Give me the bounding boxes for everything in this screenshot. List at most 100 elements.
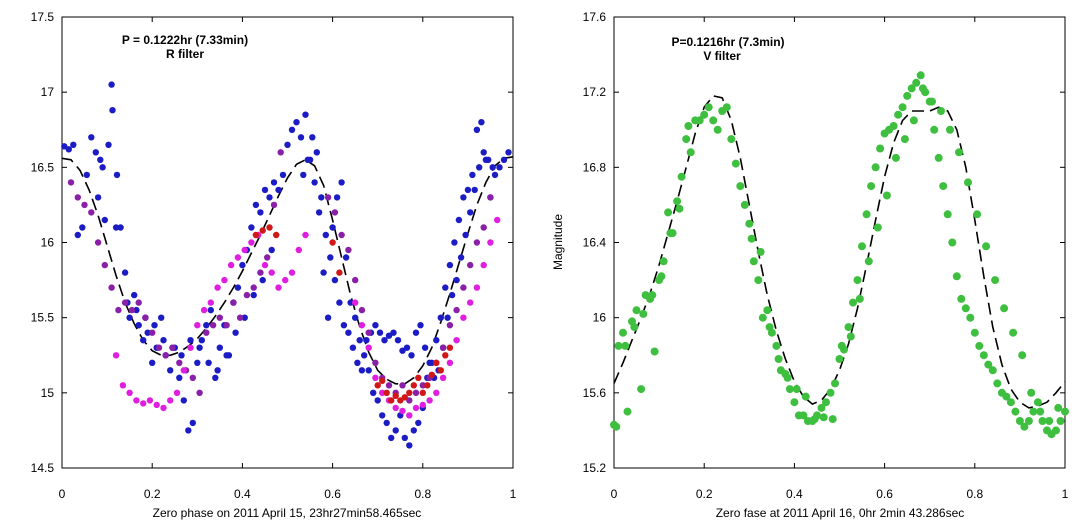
- data-point-green: [704, 103, 713, 112]
- data-point-blue: [417, 322, 424, 329]
- data-point-purple: [487, 194, 494, 201]
- data-point-purple: [223, 322, 230, 329]
- data-point-magenta: [426, 397, 433, 404]
- data-point-red: [428, 371, 435, 378]
- data-point-green: [871, 163, 880, 172]
- data-point-green: [1054, 403, 1063, 412]
- data-point-blue: [300, 171, 307, 179]
- data-point-green: [754, 276, 763, 285]
- data-point-blue: [471, 186, 478, 194]
- data-point-green: [1027, 388, 1036, 397]
- data-point-blue: [390, 329, 397, 336]
- data-point-green: [849, 298, 857, 307]
- data-point-green: [826, 388, 835, 397]
- data-point-green: [882, 191, 891, 200]
- data-point-green: [970, 328, 979, 337]
- data-point-blue: [304, 156, 311, 163]
- data-point-blue: [196, 344, 203, 351]
- data-point-blue: [108, 81, 115, 88]
- data-point-blue: [158, 314, 165, 321]
- data-point-green: [873, 223, 882, 232]
- data-point-blue: [478, 119, 485, 126]
- data-point-blue: [248, 224, 255, 231]
- data-point-blue: [88, 134, 95, 141]
- data-point-red: [419, 389, 426, 396]
- x-tick-label: 1: [1062, 487, 1069, 501]
- data-point-red: [388, 397, 395, 404]
- data-point-blue: [376, 329, 384, 336]
- data-point-blue: [241, 314, 248, 321]
- data-point-blue: [446, 261, 454, 269]
- data-point-magenta: [282, 276, 289, 284]
- data-point-magenta: [275, 284, 282, 291]
- data-point-blue: [491, 171, 499, 179]
- data-point-purple: [358, 306, 366, 314]
- data-point-green: [828, 415, 837, 424]
- data-point-blue: [379, 412, 386, 419]
- data-point-green: [700, 110, 709, 119]
- data-point-green: [955, 148, 963, 157]
- x-tick-label: 0.4: [786, 487, 803, 501]
- data-point-blue: [189, 419, 196, 427]
- data-point-blue: [374, 397, 381, 404]
- data-point-purple: [155, 344, 163, 351]
- data-point-green: [988, 366, 997, 375]
- x-tick-label: 1: [510, 487, 517, 501]
- data-point-magenta: [207, 299, 214, 306]
- data-point-blue: [345, 329, 352, 336]
- data-point-purple: [345, 246, 352, 254]
- data-point-green: [713, 125, 722, 134]
- data-point-magenta: [146, 397, 154, 404]
- data-point-magenta: [419, 401, 426, 409]
- data-point-magenta: [167, 397, 174, 404]
- data-point-green: [772, 341, 781, 350]
- data-point-magenta: [487, 239, 494, 246]
- data-point-magenta: [358, 322, 366, 329]
- x-tick-label: 0.8: [414, 487, 431, 501]
- data-point-blue: [392, 427, 399, 434]
- data-point-green: [745, 219, 754, 228]
- data-point-purple: [331, 209, 339, 216]
- data-point-green: [632, 306, 641, 315]
- y-tick-label: 15: [41, 386, 55, 400]
- data-point-blue: [399, 347, 406, 354]
- data-point-blue: [322, 231, 329, 239]
- data-point-blue: [383, 419, 390, 427]
- data-point-purple: [270, 201, 278, 209]
- data-point-magenta: [241, 246, 248, 254]
- data-point-green: [876, 144, 885, 153]
- data-point-blue: [266, 194, 273, 201]
- data-point-purple: [365, 329, 372, 336]
- data-point-purple: [101, 261, 109, 269]
- data-point-blue: [327, 254, 334, 261]
- y-tick-label: 16.8: [583, 160, 607, 174]
- fit-curve: [61, 156, 514, 385]
- fit-layer-right: [613, 95, 1066, 409]
- data-point-green: [801, 392, 810, 401]
- data-point-green: [889, 122, 898, 130]
- data-point-blue: [160, 337, 167, 344]
- points-layer-left: [61, 81, 512, 449]
- x-axis-label-right: Zero fase at 2011 April 16, 0hr 2min 43.…: [716, 506, 965, 520]
- data-point-magenta: [467, 299, 474, 306]
- points-layer-right: [610, 71, 1069, 439]
- data-point-purple: [480, 224, 487, 231]
- data-point-green: [774, 355, 783, 363]
- x-axis-label-left: Zero phase on 2011 April 15, 23hr27min58…: [153, 506, 422, 520]
- data-point-blue: [356, 337, 363, 344]
- data-point-green: [756, 247, 765, 256]
- data-point-magenta: [473, 284, 481, 291]
- data-point-magenta: [494, 216, 501, 224]
- data-point-green: [948, 238, 957, 247]
- data-point-green: [946, 125, 954, 134]
- data-point-magenta: [480, 261, 487, 269]
- data-point-red: [374, 382, 381, 389]
- y-tick-label: 15.6: [583, 386, 607, 400]
- data-point-blue: [239, 261, 246, 269]
- data-point-magenta: [140, 400, 147, 407]
- data-point-magenta: [288, 269, 296, 276]
- data-point-magenta: [200, 306, 208, 314]
- data-point-blue: [372, 322, 379, 329]
- data-point-green: [1056, 417, 1065, 425]
